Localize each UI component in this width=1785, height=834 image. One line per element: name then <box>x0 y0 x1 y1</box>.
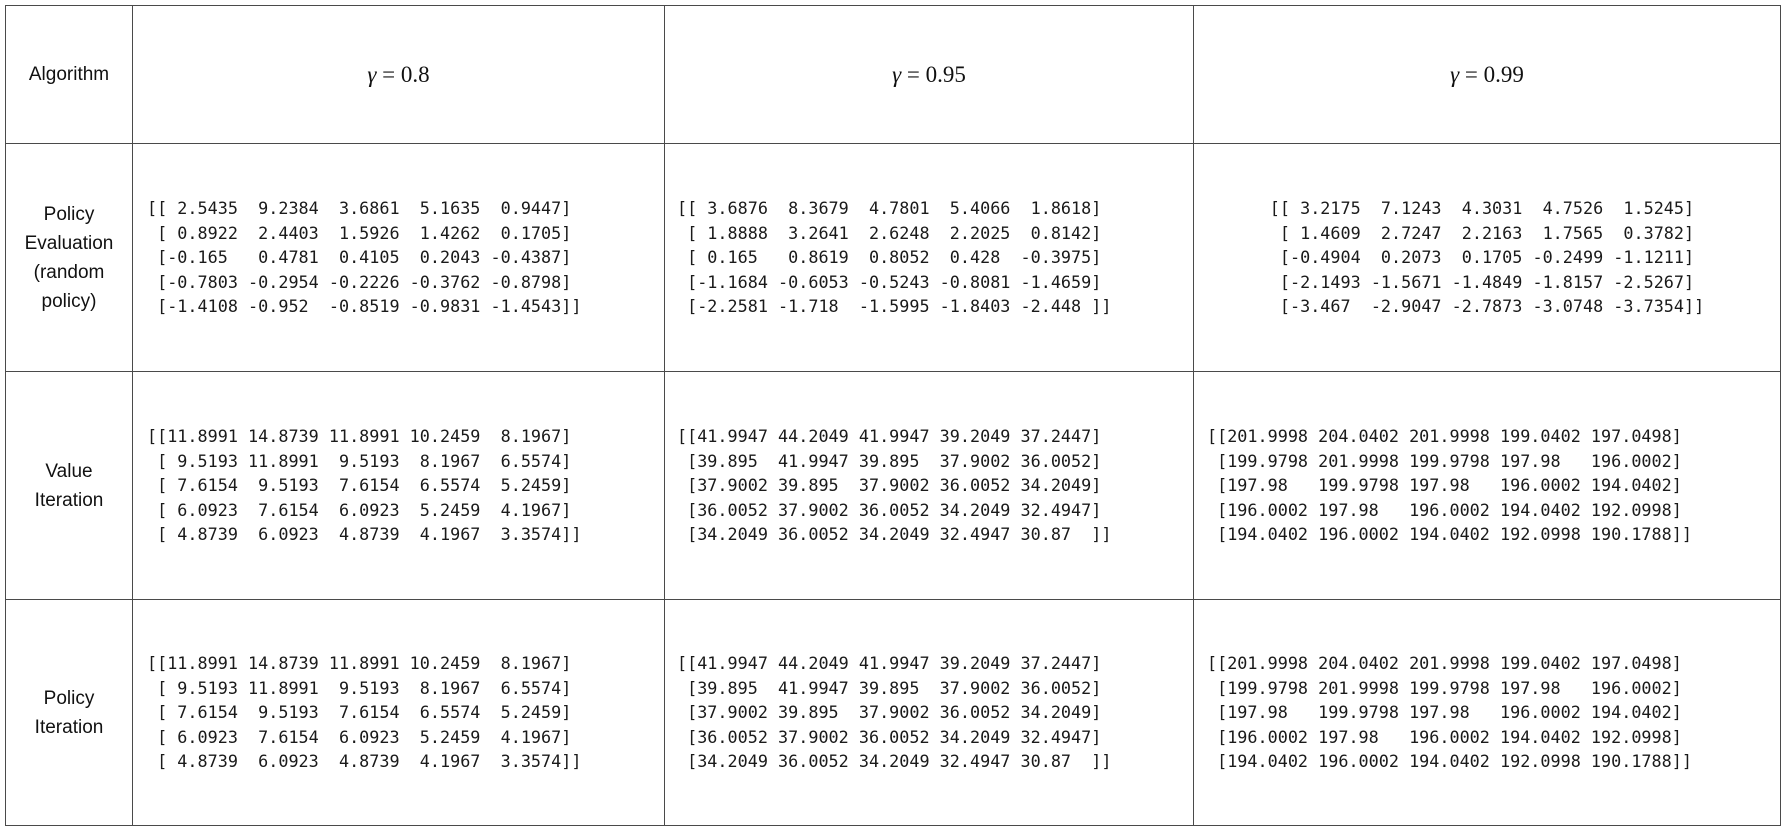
value-matrix: [[11.8991 14.8739 11.8991 10.2459 8.1967… <box>147 653 582 772</box>
row-label-policy-iteration: Policy Iteration <box>5 599 133 826</box>
value-matrix: [[11.8991 14.8739 11.8991 10.2459 8.1967… <box>147 426 582 545</box>
matrix-cell: [[41.9947 44.2049 41.9947 39.2049 37.244… <box>664 371 1194 600</box>
value-matrix: [[41.9947 44.2049 41.9947 39.2049 37.244… <box>677 653 1112 772</box>
policy-iteration-row: Policy Iteration [[11.8991 14.8739 11.89… <box>5 599 1781 826</box>
algorithm-header: Algorithm <box>5 5 133 144</box>
row-label-text: Value Iteration <box>34 460 104 511</box>
gamma-value: = 0.95 <box>906 61 966 87</box>
policy-evaluation-row: Policy Evaluation (random policy) [[ 2.5… <box>5 143 1781 372</box>
gamma-value: = 0.8 <box>382 61 430 87</box>
matrix-cell: [[201.9998 204.0402 201.9998 199.0402 19… <box>1193 371 1781 600</box>
results-table: Algorithm γ = 0.8 γ = 0.95 γ = 0.99 Poli… <box>5 5 1781 826</box>
matrix-cell: [[ 3.6876 8.3679 4.7801 5.4066 1.8618] [… <box>664 143 1194 372</box>
gamma-header-3: γ = 0.99 <box>1193 5 1781 144</box>
value-matrix: [[201.9998 204.0402 201.9998 199.0402 19… <box>1207 653 1692 772</box>
matrix-cell: [[11.8991 14.8739 11.8991 10.2459 8.1967… <box>132 371 665 600</box>
gamma-symbol: γ <box>367 61 377 87</box>
value-matrix: [[ 2.5435 9.2384 3.6861 5.1635 0.9447] [… <box>147 198 582 317</box>
row-label-value-iteration: Value Iteration <box>5 371 133 600</box>
value-matrix: [[ 3.6876 8.3679 4.7801 5.4066 1.8618] [… <box>677 198 1112 317</box>
gamma-header-2: γ = 0.95 <box>664 5 1194 144</box>
row-label-policy-evaluation: Policy Evaluation (random policy) <box>5 143 133 372</box>
gamma-symbol: γ <box>892 61 902 87</box>
gamma-header-1: γ = 0.8 <box>132 5 665 144</box>
row-label-text: Policy Evaluation (random policy) <box>24 203 114 312</box>
gamma-value: = 0.99 <box>1464 61 1524 87</box>
value-matrix: [[ 3.2175 7.1243 4.3031 4.7526 1.5245] [… <box>1269 198 1705 317</box>
row-label-text: Policy Iteration <box>34 687 104 738</box>
matrix-cell: [[11.8991 14.8739 11.8991 10.2459 8.1967… <box>132 599 665 826</box>
matrix-cell: [[41.9947 44.2049 41.9947 39.2049 37.244… <box>664 599 1194 826</box>
value-matrix: [[201.9998 204.0402 201.9998 199.0402 19… <box>1207 426 1692 545</box>
matrix-cell: [[201.9998 204.0402 201.9998 199.0402 19… <box>1193 599 1781 826</box>
value-iteration-row: Value Iteration [[11.8991 14.8739 11.899… <box>5 371 1781 600</box>
algorithm-header-label: Algorithm <box>28 64 110 85</box>
value-matrix: [[41.9947 44.2049 41.9947 39.2049 37.244… <box>677 426 1112 545</box>
gamma-symbol: γ <box>1450 61 1460 87</box>
header-row: Algorithm γ = 0.8 γ = 0.95 γ = 0.99 <box>5 5 1781 144</box>
matrix-cell: [[ 2.5435 9.2384 3.6861 5.1635 0.9447] [… <box>132 143 665 372</box>
matrix-cell: [[ 3.2175 7.1243 4.3031 4.7526 1.5245] [… <box>1193 143 1781 372</box>
